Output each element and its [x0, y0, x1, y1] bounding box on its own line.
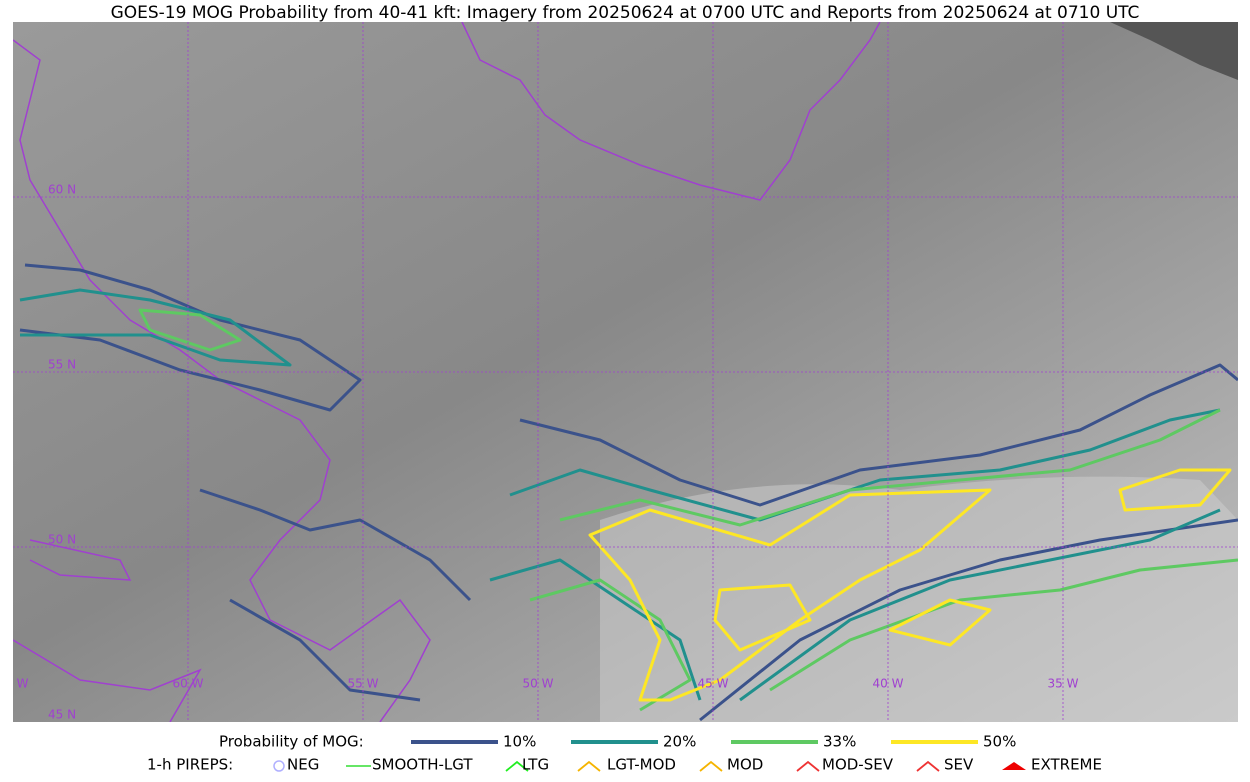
- legend-label: 20%: [663, 733, 696, 751]
- legend: Probability of MOG: 1-h PIREPS: 10% 20% 33…: [147, 733, 1102, 774]
- no-data-region: [1110, 22, 1238, 80]
- probability-contours: [19, 263, 1238, 722]
- pirep-label: NEG: [287, 756, 319, 774]
- legend-title: Probability of MOG:: [219, 733, 364, 751]
- lon-label: 35 W: [1048, 677, 1079, 691]
- pirep-label: SEV: [944, 756, 974, 774]
- lon-label: 65 W: [0, 677, 29, 691]
- title: GOES-19 MOG Probability from 40-41 kft: …: [111, 3, 1140, 23]
- pirep-label: LGT-MOD: [607, 756, 676, 774]
- pirep-symbol: [577, 760, 601, 772]
- pirep-label: MOD-SEV: [822, 756, 894, 774]
- lon-label: 50 W: [523, 677, 554, 691]
- bright-cloud: [600, 476, 1238, 722]
- pirep-label: EXTREME: [1031, 756, 1102, 774]
- pirep-label: LTG: [522, 756, 549, 774]
- pireps-title: 1-h PIREPS:: [147, 756, 233, 774]
- pirep-symbol: [916, 760, 940, 772]
- grid: 60 N 55 N 50 N 45 N 65 W 60 W 55 W 50 W 45 W 40 W…: [0, 22, 1238, 722]
- lat-label: 60 N: [48, 183, 76, 197]
- legend-label: 50%: [983, 733, 1016, 751]
- pirep-symbol: [505, 760, 529, 772]
- pirep-symbol: [699, 760, 723, 772]
- lat-label: 50 N: [48, 533, 76, 547]
- coastlines: [13, 22, 881, 722]
- pirep-symbol: [273, 760, 285, 772]
- legend-label: 10%: [503, 733, 536, 751]
- pirep-label: SMOOTH-LGT: [372, 756, 473, 774]
- pirep-label: MOD: [727, 756, 763, 774]
- lon-label: 60 W: [173, 677, 204, 691]
- lat-label: 45 N: [48, 708, 76, 722]
- lon-label: 45 W: [698, 677, 729, 691]
- legend-label: 33%: [823, 733, 856, 751]
- pirep-symbol: [1002, 762, 1026, 770]
- map: 60 N 55 N 50 N 45 N 65 W 60 W 55 W 50 W 45 W 40 W…: [0, 22, 1238, 722]
- lat-label: 55 N: [48, 358, 76, 372]
- pirep-symbol: [796, 760, 820, 772]
- lon-label: 55 W: [348, 677, 379, 691]
- lon-label: 40 W: [873, 677, 904, 691]
